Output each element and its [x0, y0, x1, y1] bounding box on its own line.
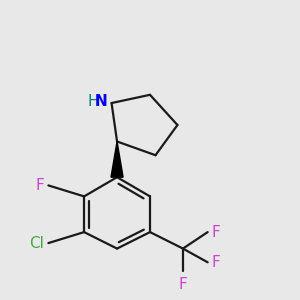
Text: Cl: Cl — [29, 236, 44, 250]
Text: F: F — [212, 255, 220, 270]
Text: N: N — [95, 94, 107, 109]
Text: F: F — [212, 225, 220, 240]
Text: H: H — [88, 94, 99, 109]
Polygon shape — [111, 142, 123, 177]
Text: F: F — [178, 278, 187, 292]
Text: F: F — [35, 178, 44, 193]
